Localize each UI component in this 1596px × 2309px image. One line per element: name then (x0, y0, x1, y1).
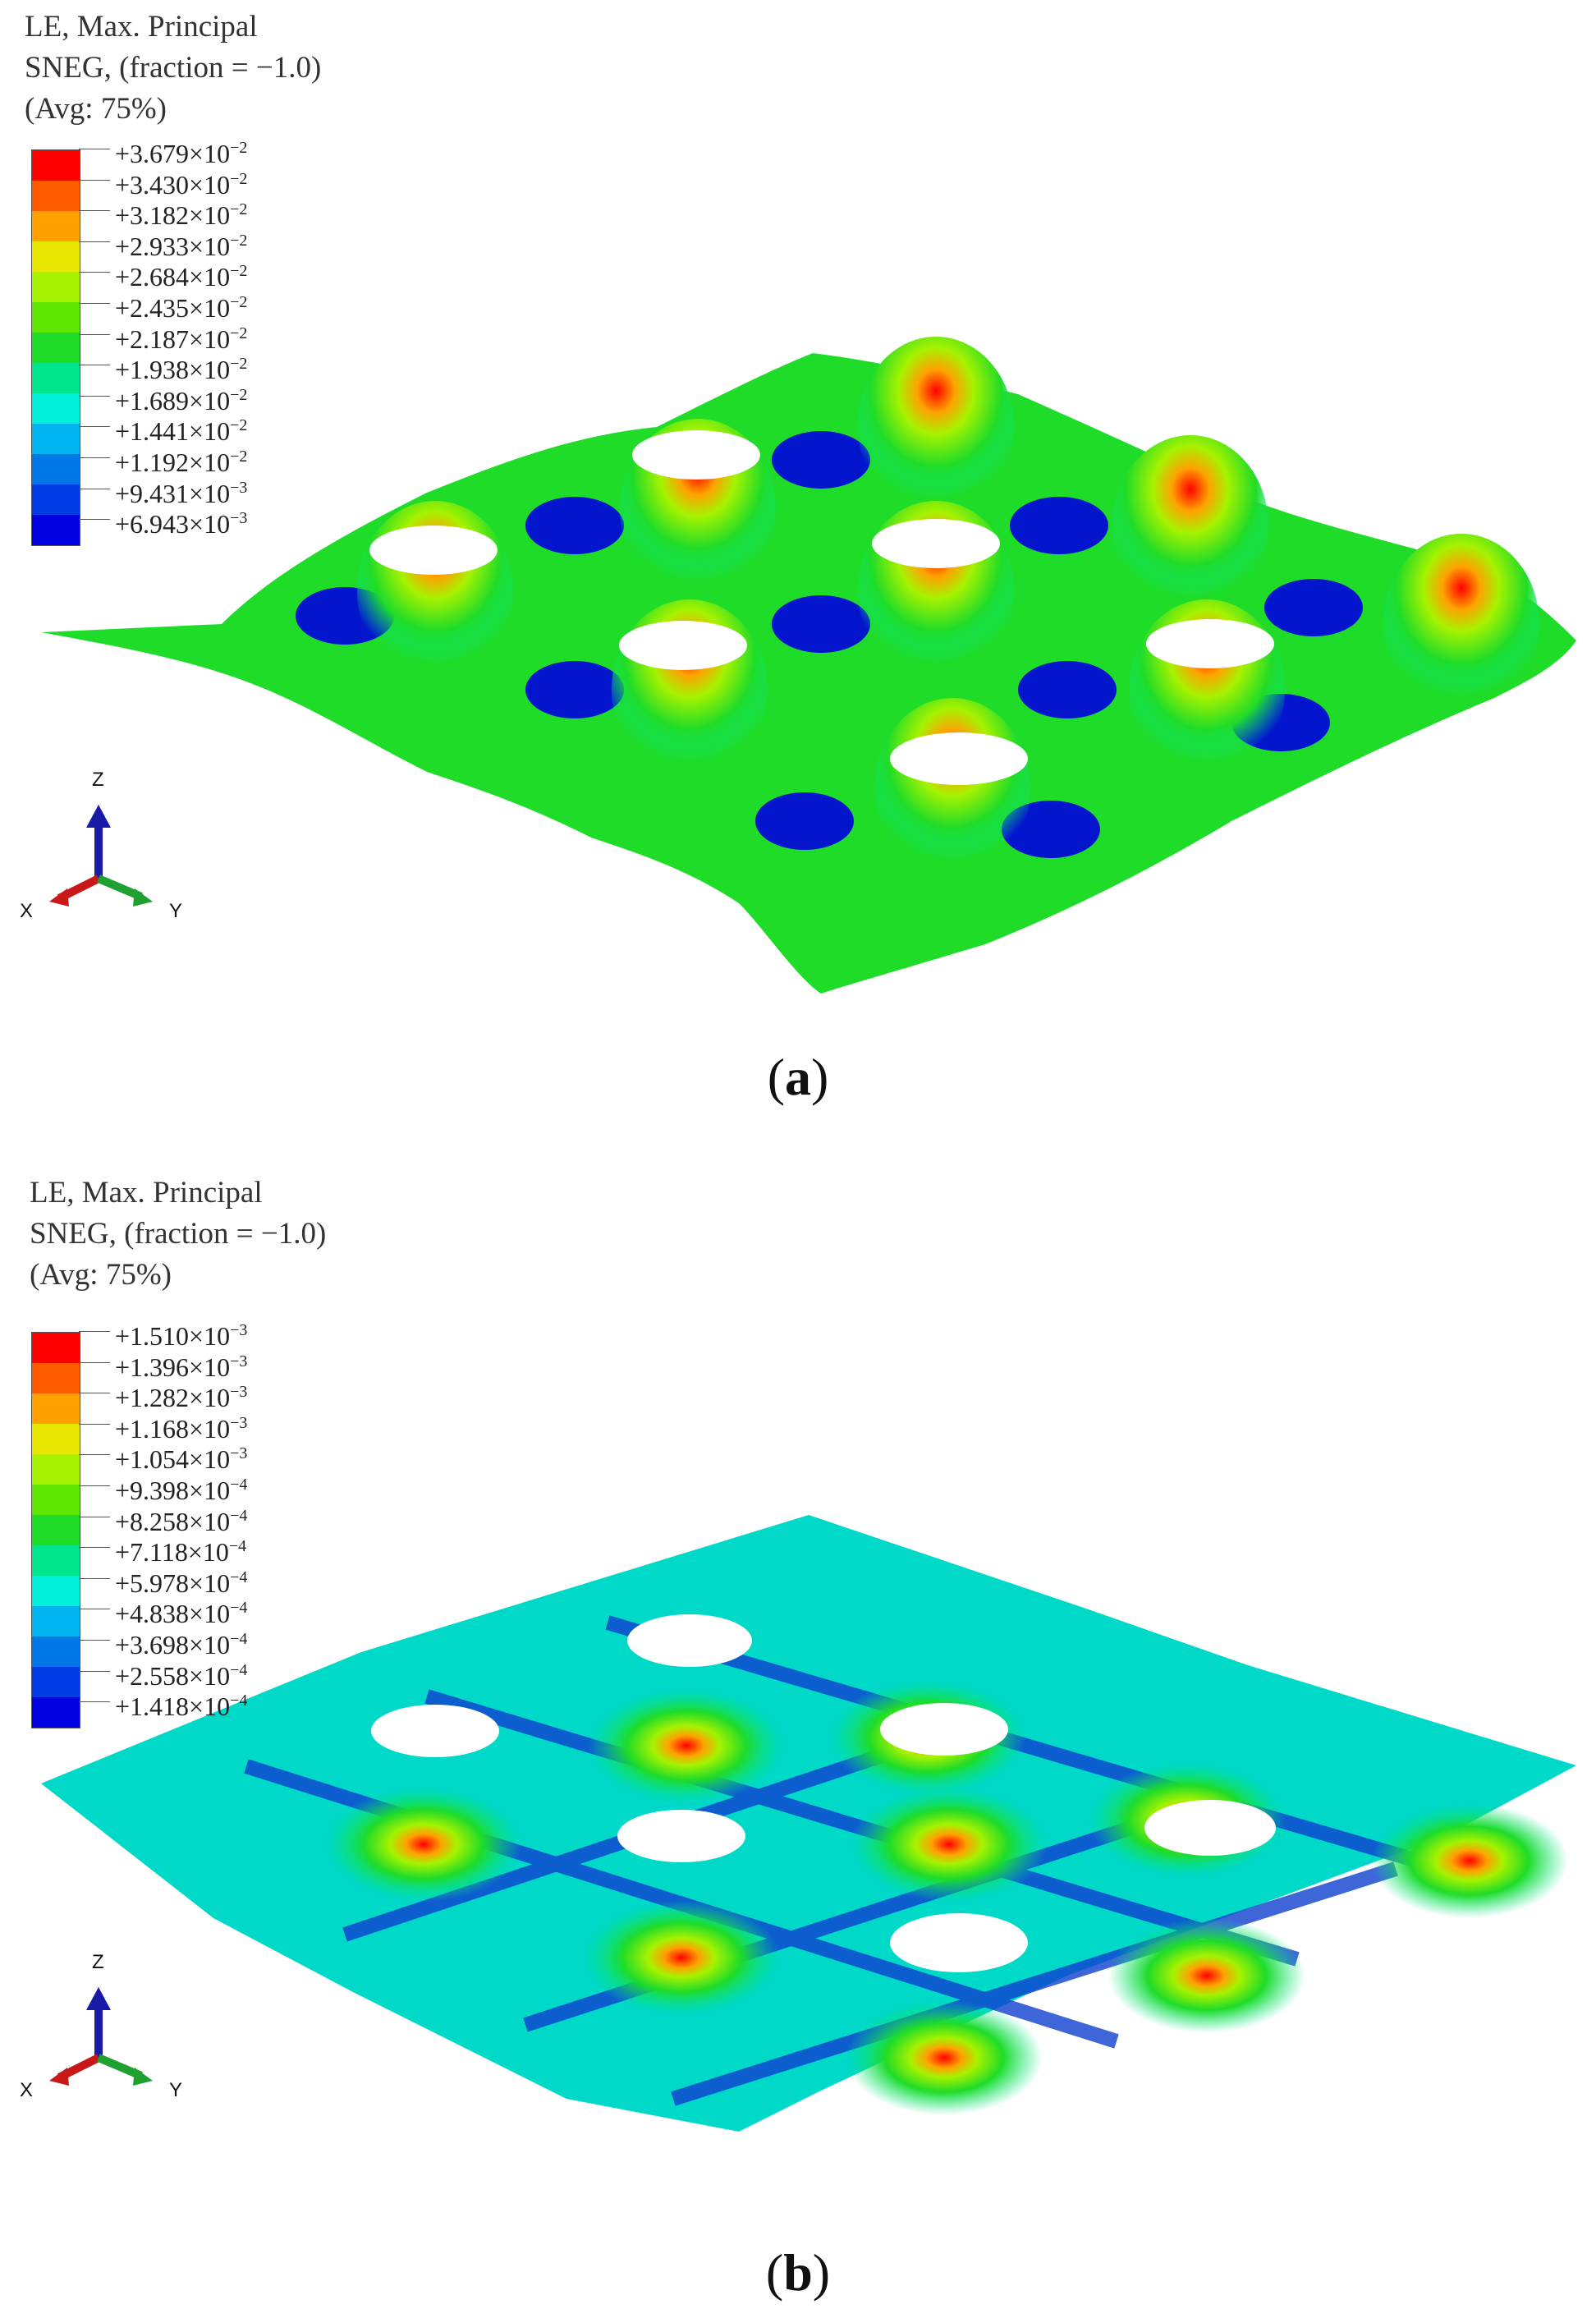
colorbar-swatch (32, 454, 80, 484)
axis-label-z: Z (92, 769, 104, 791)
axis-triad-b (49, 1987, 153, 2086)
contour-plot-a (41, 337, 1576, 994)
colorbar-swatch (32, 1333, 80, 1363)
axis-label-z: Z (92, 1951, 104, 1973)
colorbar-swatch (32, 150, 80, 181)
colorbar-swatch (32, 1515, 80, 1545)
colorbar (31, 149, 80, 546)
colorbar-swatch (32, 333, 80, 363)
colorbar-swatch (32, 1576, 80, 1606)
colorbar-swatch (32, 1393, 80, 1424)
legend-averaging: (Avg: 75%) (25, 92, 167, 126)
high-strain-regions-b (325, 1680, 1568, 2115)
legend-section: SNEG, (fraction = −1.0) (30, 1217, 327, 1251)
colorbar-swatch (32, 272, 80, 302)
colorbar-swatch (32, 1454, 80, 1485)
colorbar-swatch (32, 302, 80, 333)
plate-surface-b (41, 1515, 1576, 2132)
colorbar-swatch (32, 1606, 80, 1636)
colorbar-swatch (32, 393, 80, 424)
figure-panel-b: LE, Max. Principal SNEG, (fraction = −1.… (0, 1154, 1596, 2309)
colorbar (31, 1332, 80, 1728)
axis-label-x: X (20, 2079, 34, 2101)
colorbar-swatch (32, 241, 80, 272)
holes-a (369, 430, 1274, 785)
axis-label-y: Y (169, 2079, 183, 2101)
colorbar-swatch (32, 484, 80, 515)
colorbar-swatch (32, 424, 80, 454)
legend-section: SNEG, (fraction = −1.0) (25, 51, 322, 85)
legend-variable: LE, Max. Principal (30, 1176, 263, 1210)
caption-a: (a) (767, 1048, 829, 1106)
colorbar-swatch (32, 1636, 80, 1667)
legend-variable: LE, Max. Principal (25, 10, 258, 44)
colorbar-swatch (32, 515, 80, 545)
colorbar-swatch (32, 1667, 80, 1697)
colorbar-swatch (32, 1545, 80, 1576)
colorbar-swatch (32, 1363, 80, 1393)
legend-averaging: (Avg: 75%) (30, 1258, 172, 1292)
colorbar-swatch (32, 1424, 80, 1454)
legend-header: LE, Max. Principal SNEG, (fraction = −1.… (30, 1173, 326, 1296)
colorbar-swatch (32, 181, 80, 211)
colorbar-swatch (32, 211, 80, 241)
contour-plot-b (41, 1515, 1576, 2132)
legend-header: LE, Max. Principal SNEG, (fraction = −1.… (25, 7, 321, 130)
colorbar-swatch (32, 363, 80, 393)
axis-label-y: Y (169, 900, 183, 922)
holes-b (371, 1614, 1276, 1972)
figure-panel-a: LE, Max. Principal SNEG, (fraction = −1.… (0, 0, 1596, 1154)
axis-label-x: X (20, 900, 34, 922)
caption-b: (b) (765, 2243, 831, 2302)
colorbar-swatch (32, 1485, 80, 1515)
low-strain-regions-a (296, 431, 1363, 858)
axis-triad-a (49, 805, 153, 907)
colorbar-swatch (32, 1697, 80, 1728)
